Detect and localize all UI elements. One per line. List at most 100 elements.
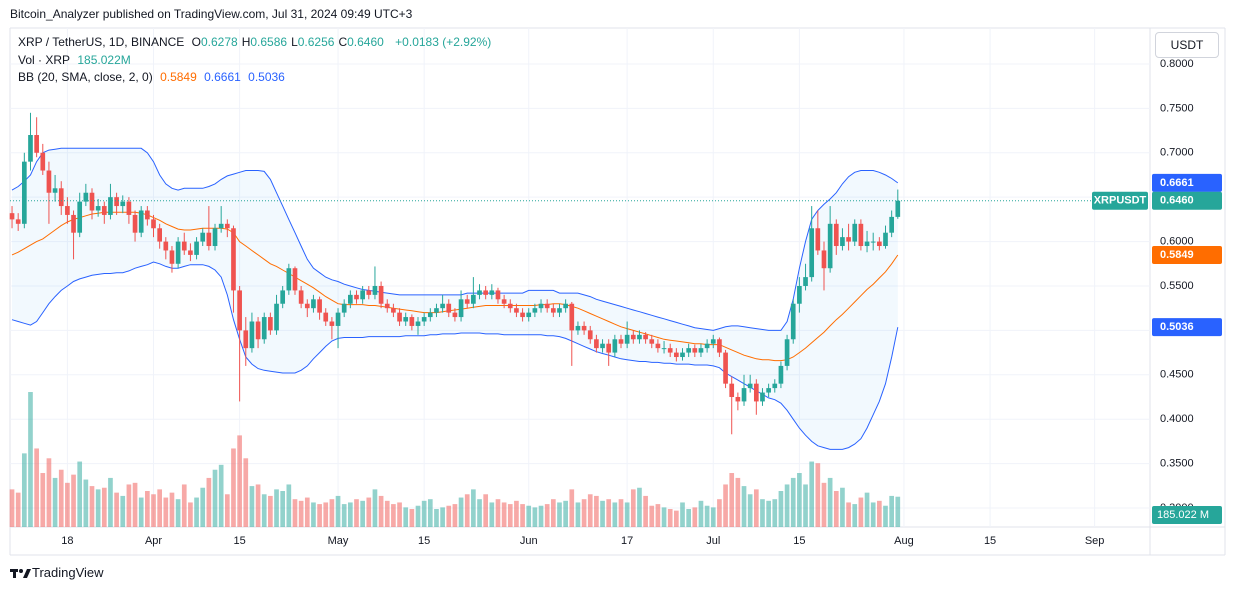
volume-bar: [231, 448, 236, 527]
volume-bar: [274, 489, 279, 527]
candle-body: [532, 308, 538, 313]
price-axis-bg: [1150, 0, 1233, 555]
candle-body: [335, 312, 341, 326]
volume-bar: [674, 510, 679, 527]
candle-body: [864, 241, 870, 247]
volume-bar: [686, 509, 691, 527]
candle-body: [95, 206, 101, 211]
candle-body: [46, 170, 52, 193]
bb-lower-value: 0.5036: [248, 70, 285, 84]
candle-body: [464, 299, 470, 304]
candle-body: [760, 392, 765, 402]
candle-body: [594, 339, 599, 349]
candle-body: [827, 223, 833, 269]
volume-bar: [77, 461, 83, 527]
candle-body: [803, 277, 808, 286]
x-tick-label: Apr: [145, 535, 162, 547]
volume-bar: [354, 499, 359, 527]
volume-bar: [889, 495, 894, 527]
volume-bar: [747, 494, 753, 527]
candle-body: [304, 303, 310, 309]
change: +0.0183 (+2.92%): [395, 35, 492, 49]
candle-body: [637, 334, 642, 340]
candle-body: [698, 348, 704, 353]
currency-button[interactable]: USDT: [1155, 32, 1219, 58]
price-tag: 0.5036: [1160, 321, 1194, 333]
candle-body: [471, 294, 476, 304]
candle-body: [575, 325, 581, 331]
bb-upper-value: 0.6661: [204, 70, 241, 84]
candle-body: [366, 290, 372, 295]
volume-bar: [120, 495, 126, 527]
volume-bar: [200, 487, 206, 527]
candle-body: [606, 343, 612, 353]
footer-logo: TradingView: [32, 565, 104, 580]
candle-body: [200, 232, 206, 242]
candle-body: [489, 290, 495, 295]
volume-bar: [101, 487, 107, 527]
volume-bar: [563, 500, 568, 527]
candle-body: [360, 290, 365, 300]
volume-bar: [421, 500, 427, 527]
volume-bar: [477, 499, 482, 527]
candle-body: [120, 201, 126, 207]
price-tag-bg: [1152, 191, 1222, 210]
price-tag-bg: [1152, 318, 1222, 337]
volume-bar: [587, 494, 593, 527]
y-tick-label: 0.5500: [1160, 280, 1194, 292]
volume-bar: [766, 500, 771, 527]
candle-body: [224, 223, 230, 229]
volume-bar: [717, 499, 722, 527]
volume-bar: [692, 507, 698, 527]
candle-body: [483, 290, 489, 295]
y-tick-label: 0.4000: [1160, 413, 1194, 425]
volume-bar: [397, 502, 402, 527]
volume-bar: [34, 448, 39, 527]
volume-bar: [550, 499, 556, 527]
volume-bar: [360, 500, 365, 527]
volume-bar: [163, 497, 169, 527]
volume-bar: [544, 504, 550, 527]
symbol-tag-bg: [1092, 191, 1148, 210]
volume-bar: [501, 502, 507, 527]
candle-body: [9, 213, 15, 220]
ohlc-value: 0.6256: [297, 35, 335, 49]
volume-bar: [317, 504, 322, 527]
volume-bar: [778, 491, 784, 527]
candle-body: [132, 214, 138, 233]
candle-body: [126, 201, 132, 215]
published-note: Bitcoin_Analyzer published on TradingVie…: [10, 7, 413, 21]
legend-volume: Vol · XRP 185.022M: [18, 53, 135, 67]
volume-bar: [329, 499, 335, 527]
volume-bar: [507, 504, 513, 527]
candle-body: [446, 303, 452, 313]
candle-body: [753, 383, 759, 402]
volume-bar: [335, 495, 341, 527]
bb-fill: [12, 148, 898, 450]
candle-body: [772, 383, 778, 389]
candle-body: [409, 317, 415, 326]
volume-tag: 185.022 M: [1157, 509, 1209, 521]
volume-bar: [883, 505, 888, 527]
volume-bar: [753, 489, 759, 527]
logo-icon: [10, 568, 31, 578]
candle-body: [114, 197, 119, 207]
symbol: XRP / TetherUS, 1D, BINANCE: [18, 35, 185, 49]
legend-bb: BB (20, SMA, close, 2, 0) 0.5849 0.6661 …: [18, 70, 289, 84]
volume-bar: [268, 495, 273, 527]
volume-bar: [772, 499, 778, 527]
candle-body: [434, 308, 439, 313]
candle-body: [218, 223, 224, 229]
candle-body: [550, 308, 556, 313]
volume-bar: [237, 435, 242, 527]
candle-body: [243, 330, 249, 349]
volume-bar: [126, 484, 132, 527]
candle-body: [212, 228, 218, 247]
volume-bar: [846, 502, 851, 527]
volume-bar: [65, 482, 70, 527]
volume-bar: [827, 477, 833, 527]
candle-body: [188, 250, 193, 255]
candle-body: [415, 321, 421, 326]
candle-body: [747, 383, 753, 389]
